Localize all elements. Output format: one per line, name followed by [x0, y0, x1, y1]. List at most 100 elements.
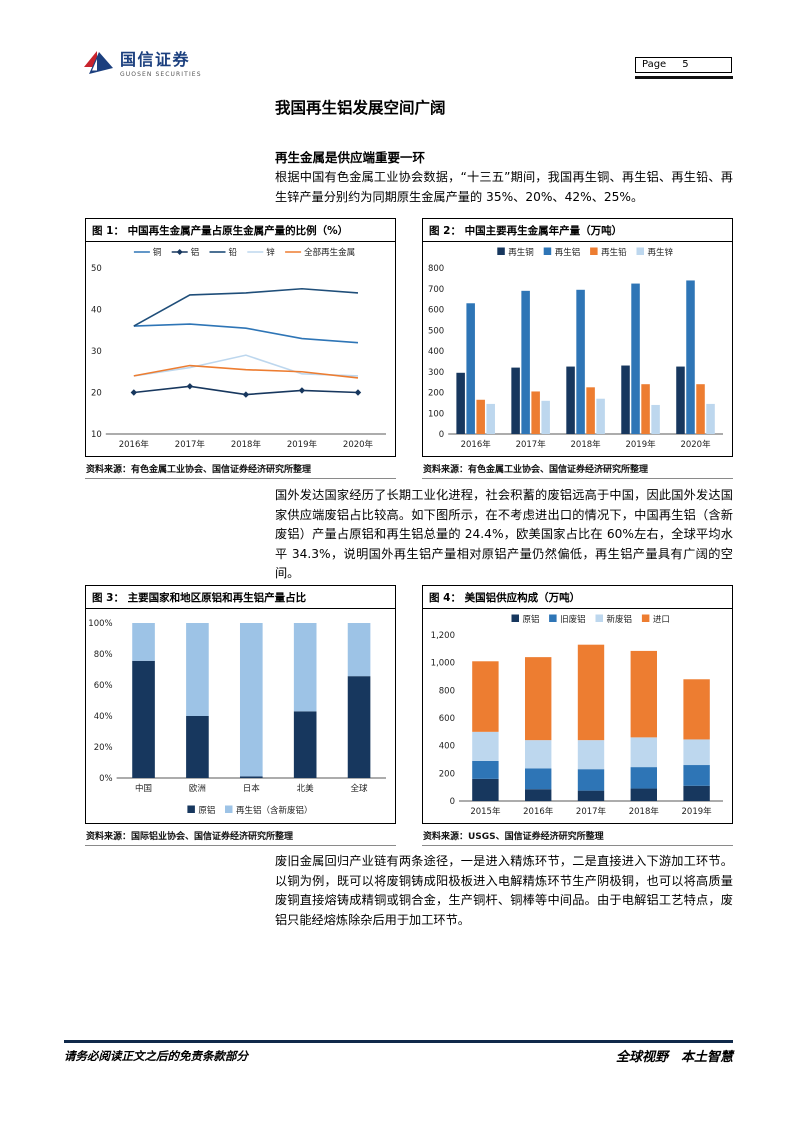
svg-text:30: 30 — [91, 347, 102, 357]
svg-text:铅: 铅 — [229, 247, 238, 258]
svg-text:2018年: 2018年 — [231, 439, 262, 450]
svg-text:200: 200 — [439, 769, 455, 779]
svg-text:再生锌: 再生锌 — [648, 247, 674, 258]
stacked-chart-us-aluminum-supply: 0 200 400 600 800 1,000 1,200 2015年 2016年 2017年 20… — [431, 614, 723, 817]
svg-text:2019年: 2019年 — [682, 806, 713, 817]
svg-text:全部再生金属: 全部再生金属 — [304, 247, 355, 258]
svg-text:500: 500 — [428, 326, 444, 336]
svg-text:200: 200 — [428, 389, 444, 399]
svg-text:新废铝: 新废铝 — [607, 614, 633, 625]
footer-slogan: 全球视野 本土智慧 — [615, 1050, 733, 1065]
page-label: Page — [642, 59, 667, 70]
svg-text:铜: 铜 — [153, 247, 162, 258]
brand-subtitle: GUOSEN SECURITIES — [120, 71, 202, 78]
svg-text:400: 400 — [428, 347, 444, 357]
header-logo: 国信证券 GUOSEN SECURITIES — [84, 46, 202, 78]
figure-4-source: 资料来源：USGS、国信证券经济研究所整理 — [422, 824, 733, 846]
svg-text:2017年: 2017年 — [516, 439, 547, 450]
paragraph-intro: 根据中国有色金属工业协会数据，“十三五”期间，我国再生铜、再生铝、再生铅、再生锌… — [275, 170, 733, 204]
svg-text:2015年: 2015年 — [470, 806, 501, 817]
svg-text:0: 0 — [450, 797, 455, 807]
svg-text:2020年: 2020年 — [343, 439, 374, 450]
svg-text:10: 10 — [91, 430, 102, 440]
svg-text:40%: 40% — [94, 712, 113, 722]
figure-3-caption: 图 3： 主要国家和地区原铝和再生铝产量占比 — [85, 585, 396, 609]
svg-text:0%: 0% — [99, 774, 113, 784]
svg-text:锌: 锌 — [266, 247, 275, 258]
svg-text:2018年: 2018年 — [629, 806, 660, 817]
paragraph-recycling-paths: 废旧金属回归产业链有两条途径，一是进入精炼环节，二是直接进入下游加工环节。以铜为… — [275, 854, 733, 927]
svg-text:800: 800 — [428, 264, 444, 274]
section-heading: 再生金属是供应端重要一环 — [275, 150, 426, 165]
svg-text:2019年: 2019年 — [287, 439, 318, 450]
paragraph-overseas: 国外发达国家经历了长期工业化进程，社会积蓄的废铝远高于中国，因此国外发达国家供应… — [275, 488, 733, 581]
svg-text:原铝: 原铝 — [198, 805, 215, 816]
svg-text:20%: 20% — [94, 743, 113, 753]
svg-text:300: 300 — [428, 368, 444, 378]
svg-text:进口: 进口 — [653, 615, 670, 625]
figure-row-2: 图 3： 主要国家和地区原铝和再生铝产量占比 0% 20% 40% 60% 80% 100… — [85, 585, 733, 846]
figure-3-source: 资料来源：国际铝业协会、国信证券经济研究所整理 — [85, 824, 396, 846]
figure-1-chart: 10 20 30 40 50 2016年 2017年 2018年 2019年 2020年 铜 铝 铅 锌 全… — [85, 242, 396, 457]
bar-chart-recycled-metal-output: 0 100 200 300 400 500 600 700 800 2016年 2017年 2018年… — [428, 247, 723, 450]
brand-text: 国信证券 GUOSEN SECURITIES — [120, 46, 202, 78]
svg-text:100%: 100% — [88, 619, 112, 629]
svg-text:2020年: 2020年 — [680, 439, 711, 450]
svg-text:2018年: 2018年 — [571, 439, 602, 450]
figure-2-caption: 图 2： 中国主要再生金属年产量（万吨） — [422, 218, 733, 242]
figure-row-1: 图 1： 中国再生金属产量占原生金属产量的比例（%） 10 20 30 40 50 201… — [85, 218, 733, 479]
doc-title: 我国再生铝发展空间广阔 — [275, 99, 446, 117]
svg-text:再生铜: 再生铜 — [508, 247, 534, 258]
figure-3: 图 3： 主要国家和地区原铝和再生铝产量占比 0% 20% 40% 60% 80% 100… — [85, 585, 396, 846]
svg-text:2016年: 2016年 — [523, 806, 554, 817]
svg-text:2016年: 2016年 — [119, 439, 150, 450]
svg-text:欧洲: 欧洲 — [189, 783, 206, 794]
svg-text:再生铝: 再生铝 — [555, 247, 581, 258]
svg-text:2017年: 2017年 — [175, 439, 206, 450]
svg-text:1,000: 1,000 — [431, 659, 455, 669]
svg-text:700: 700 — [428, 285, 444, 295]
svg-text:50: 50 — [91, 264, 102, 274]
footer-disclaimer: 请务必阅读正文之后的免责条款部分 — [64, 1049, 248, 1063]
svg-text:原铝: 原铝 — [523, 614, 540, 625]
svg-text:2019年: 2019年 — [625, 439, 656, 450]
svg-text:20: 20 — [91, 389, 102, 399]
figure-2-source: 资料来源：有色金属工业协会、国信证券经济研究所整理 — [422, 457, 733, 479]
svg-text:60%: 60% — [94, 681, 113, 691]
svg-text:再生铝（含新废铝）: 再生铝（含新废铝） — [236, 805, 313, 816]
line-chart-recycled-metal-ratio: 10 20 30 40 50 2016年 2017年 2018年 2019年 2020年 铜 铝 铅 锌 全… — [91, 247, 386, 450]
page-number-box: Page 5 — [635, 57, 732, 73]
figure-1-source: 资料来源：有色金属工业协会、国信证券经济研究所整理 — [85, 457, 396, 479]
svg-text:1,200: 1,200 — [431, 631, 455, 641]
svg-text:400: 400 — [439, 742, 455, 752]
header-rule — [635, 76, 733, 79]
svg-text:2017年: 2017年 — [576, 806, 607, 817]
svg-text:600: 600 — [428, 306, 444, 316]
svg-text:2016年: 2016年 — [461, 439, 492, 450]
figure-1-caption: 图 1： 中国再生金属产量占原生金属产量的比例（%） — [85, 218, 396, 242]
figure-4: 图 4： 美国铝供应构成（万吨） 0 200 400 600 800 1,000 1,200… — [422, 585, 733, 846]
svg-text:0: 0 — [439, 430, 444, 440]
svg-text:旧废铝: 旧废铝 — [560, 614, 586, 625]
svg-text:40: 40 — [91, 306, 102, 316]
figure-4-caption: 图 4： 美国铝供应构成（万吨） — [422, 585, 733, 609]
guosen-logo-icon — [84, 50, 113, 74]
page-number: 5 — [682, 59, 689, 70]
figure-2: 图 2： 中国主要再生金属年产量（万吨） 0 100 200 300 400 500 600… — [422, 218, 733, 479]
brand-name: 国信证券 — [120, 50, 191, 69]
figure-1: 图 1： 中国再生金属产量占原生金属产量的比例（%） 10 20 30 40 50 201… — [85, 218, 396, 479]
svg-text:100: 100 — [428, 409, 444, 419]
figure-3-chart: 0% 20% 40% 60% 80% 100% 中国 欧洲 日本 北美 全球原铝 再生铝（含新废铝） — [85, 609, 396, 824]
svg-text:铝: 铝 — [191, 247, 200, 258]
svg-text:80%: 80% — [94, 650, 113, 660]
svg-text:600: 600 — [439, 714, 455, 724]
svg-text:北美: 北美 — [297, 783, 315, 794]
figure-4-chart: 0 200 400 600 800 1,000 1,200 2015年 2016年 2017年 20… — [422, 609, 733, 824]
svg-text:中国: 中国 — [135, 783, 152, 794]
svg-text:800: 800 — [439, 686, 455, 696]
svg-text:日本: 日本 — [243, 783, 261, 794]
svg-text:全球: 全球 — [351, 783, 369, 794]
footer-rule — [64, 1040, 733, 1043]
